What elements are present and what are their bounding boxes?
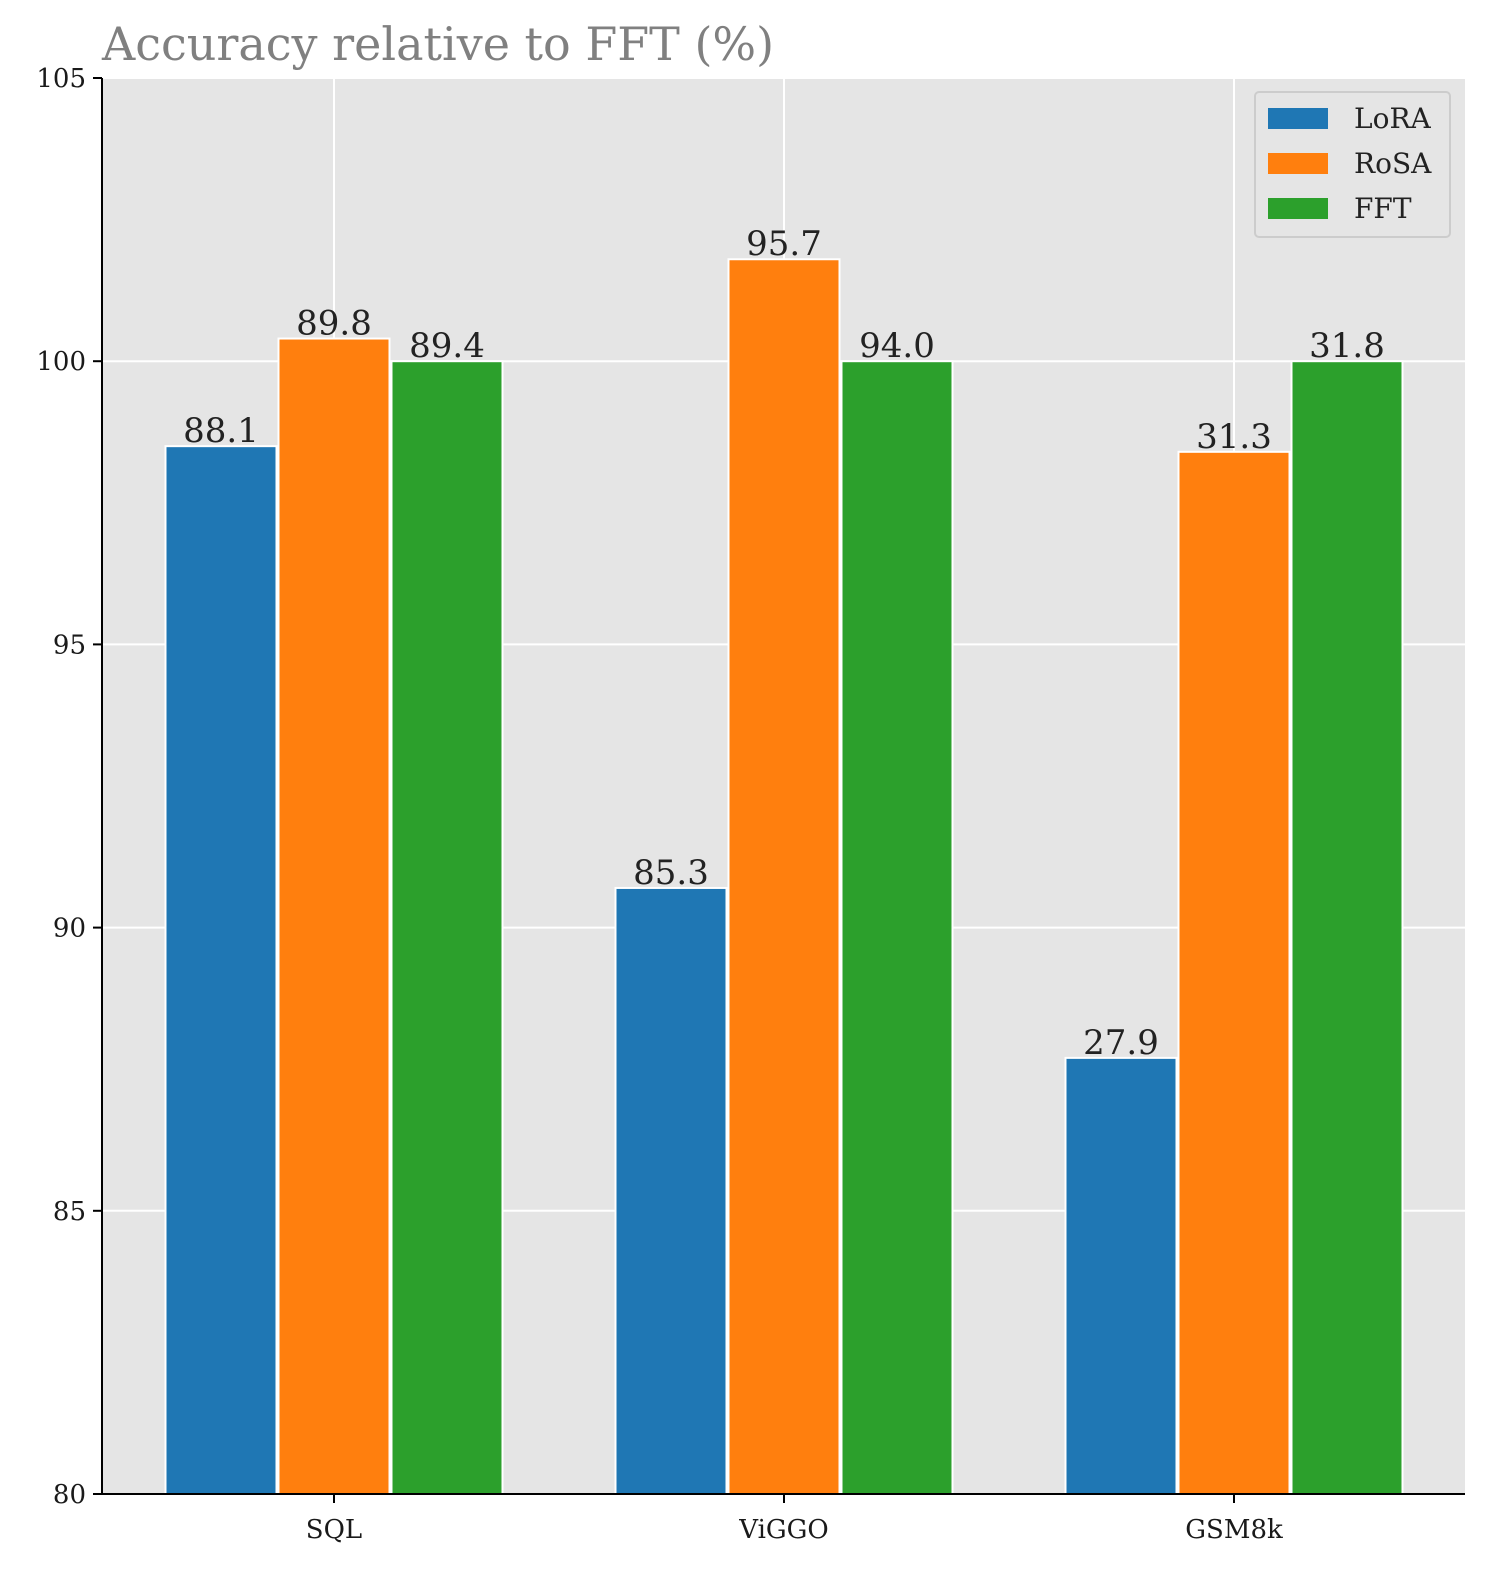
legend-label-fft: FFT [1354,192,1412,225]
y-tick-label: 100 [36,347,86,377]
bar-lora-sql [164,445,278,1495]
bar-fft-gsm8k [1290,360,1404,1496]
data-label-fft-viggo: 94.0 [859,326,935,366]
bar-fft-viggo [840,360,954,1496]
bars [164,258,1404,1496]
bar-fft-sql [390,360,504,1496]
x-tick-label: ViGGO [738,1515,829,1545]
data-label-lora-viggo: 85.3 [633,853,709,893]
y-tick-label: 90 [53,914,86,944]
data-labels: 88.1 85.3 27.9 89.8 95.7 31.3 89.4 94.0 31.8 [183,224,1385,1063]
legend-swatch-lora [1268,108,1328,129]
bar-lora-gsm8k [1064,1056,1178,1495]
legend-label-rosa: RoSA [1354,147,1432,180]
data-label-lora-sql: 88.1 [183,411,259,451]
chart-title: Accuracy relative to FFT (%) [101,17,774,71]
y-tick-label: 105 [36,64,86,94]
data-label-rosa-gsm8k: 31.3 [1196,417,1272,457]
bar-rosa-gsm8k [1177,450,1291,1496]
y-tick-label: 85 [53,1197,86,1227]
data-label-rosa-sql: 89.8 [296,304,372,344]
legend-swatch-rosa [1268,153,1328,174]
data-label-rosa-viggo: 95.7 [746,224,822,264]
legend: LoRA RoSA FFT [1254,91,1451,238]
data-label-lora-gsm8k: 27.9 [1083,1023,1159,1063]
bar-rosa-viggo [727,258,841,1495]
data-label-fft-gsm8k: 31.8 [1309,326,1385,366]
x-tick-label: GSM8k [1185,1515,1283,1545]
x-tick-label: SQL [306,1515,362,1545]
y-tick-label: 95 [53,630,86,660]
ticks: 80 85 90 95 100 105 SQL ViGGO GSM8k [36,64,1283,1545]
data-label-fft-sql: 89.4 [409,326,485,366]
legend-swatch-fft [1268,198,1328,219]
legend-label-lora: LoRA [1354,102,1432,135]
bar-rosa-sql [277,337,391,1496]
y-tick-label: 80 [53,1480,86,1510]
bar-lora-viggo [614,886,728,1495]
